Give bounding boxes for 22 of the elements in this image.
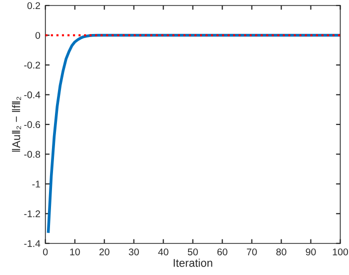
x-tick-label: 60: [217, 248, 228, 256]
y-tick-label: 0.2: [27, 2, 40, 10]
x-tick-label: 10: [70, 248, 80, 256]
x-tick-label: 90: [306, 248, 316, 256]
y-tick-label: -1.2: [24, 210, 40, 218]
x-tick-label: 20: [99, 248, 110, 256]
x-tick-label: 40: [158, 248, 168, 256]
x-tick-label: 30: [128, 248, 139, 256]
x-tick-label: 70: [246, 248, 257, 256]
x-tick-label: 0: [43, 248, 48, 256]
y-tick-label: -0.6: [24, 121, 40, 128]
x-axis-title: Iteration: [174, 258, 212, 267]
y-tick-label: -1.4: [24, 240, 40, 247]
y-tick-label: 0: [35, 32, 40, 39]
y-tick-label: -0.8: [24, 150, 40, 158]
x-tick-label: 100: [332, 248, 348, 256]
x-tick-label: 80: [276, 248, 286, 256]
x-tick-label: 50: [188, 248, 198, 256]
y-tick-label: -0.4: [24, 91, 40, 98]
y-axis-title: ‖Au‖₂ − ‖f‖₂: [12, 96, 22, 152]
y-tick-label: -0.2: [24, 62, 40, 69]
y-tick-label: -1: [32, 180, 40, 188]
